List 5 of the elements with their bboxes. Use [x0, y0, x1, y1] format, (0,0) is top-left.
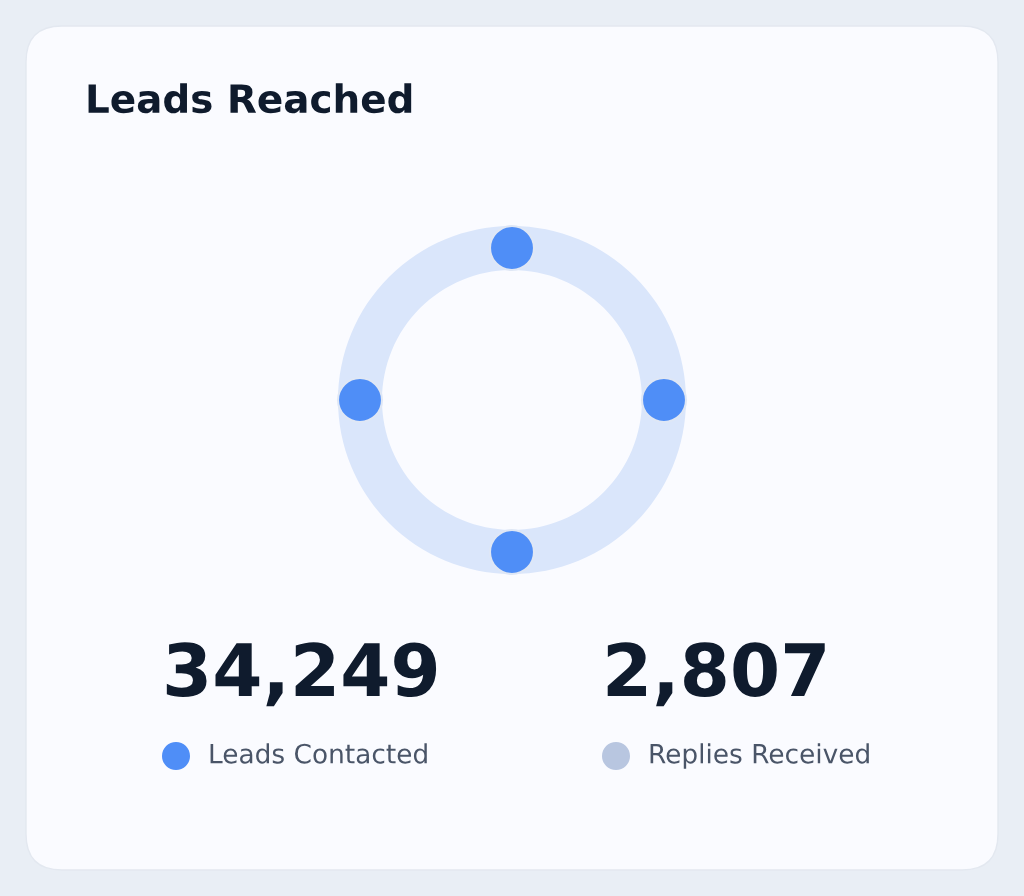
data-label: 2,807 — [607, 642, 825, 707]
data-label: 34,249 — [166, 642, 437, 707]
category-label: Replies Received — [650, 743, 869, 769]
text: Leads Reached — [88, 83, 412, 114]
category-label: Leads Contacted — [210, 743, 427, 764]
